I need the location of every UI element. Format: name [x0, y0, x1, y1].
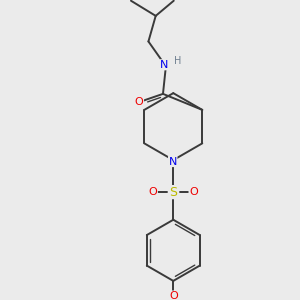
- Text: O: O: [189, 187, 198, 197]
- Text: O: O: [148, 187, 157, 197]
- Text: S: S: [169, 186, 177, 199]
- Text: N: N: [169, 157, 177, 166]
- Text: N: N: [160, 60, 169, 70]
- Text: O: O: [169, 291, 178, 300]
- Text: O: O: [135, 97, 143, 107]
- Text: H: H: [174, 56, 182, 66]
